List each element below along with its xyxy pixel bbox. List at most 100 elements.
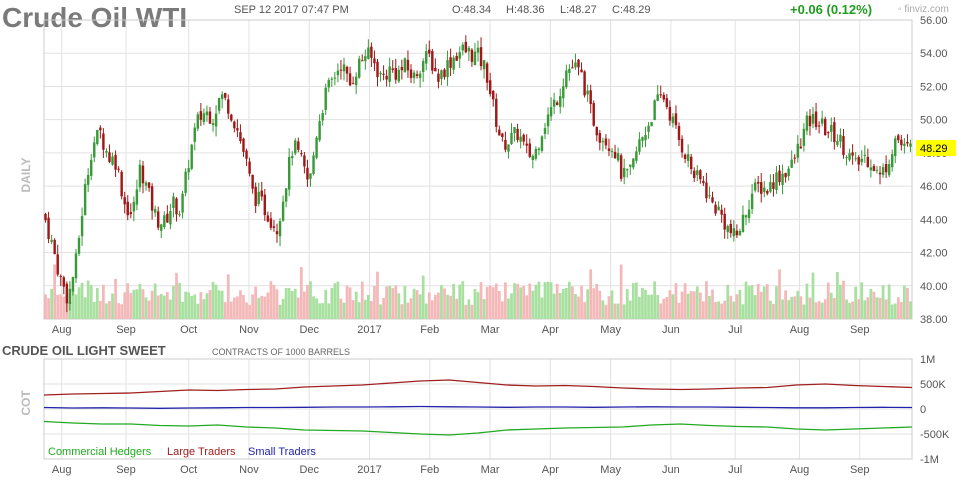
volume-bar: [744, 281, 748, 319]
volume-bar: [863, 300, 867, 319]
volume-bar: [695, 286, 699, 319]
volume-bar: [622, 304, 626, 319]
candle-body: [431, 51, 434, 71]
volume-bar: [625, 289, 629, 319]
candle-body: [884, 164, 888, 173]
candle-body: [729, 223, 733, 234]
volume-bar: [226, 274, 230, 319]
brand-text: finviz.com: [904, 4, 949, 15]
volume-bar: [433, 294, 437, 319]
candle-body: [294, 140, 297, 154]
candle-body: [641, 137, 644, 141]
candle-body: [415, 74, 419, 76]
volume-bar: [589, 269, 593, 319]
price-plot-frame: [43, 19, 913, 320]
volume-bar: [525, 295, 529, 319]
candle-body: [839, 134, 842, 142]
candle-body: [693, 170, 696, 179]
volume-bar: [872, 291, 876, 319]
candle-body: [787, 168, 790, 177]
volume-bar: [668, 290, 672, 319]
candle-body: [699, 170, 702, 180]
candle-body: [622, 167, 626, 178]
volume-bar: [147, 300, 151, 319]
cot-series-line-large-traders: [43, 379, 913, 396]
candle-body: [412, 72, 416, 79]
volume-bar: [461, 281, 465, 319]
candle-body: [184, 171, 187, 193]
cot-x-tick-label: Aug: [790, 464, 810, 476]
candle-body: [187, 168, 190, 173]
volume-bar: [650, 294, 653, 319]
volume-bar: [616, 303, 620, 319]
candle-body: [629, 164, 632, 167]
candle-body: [671, 116, 675, 124]
candle-body: [495, 98, 498, 127]
candle-body: [409, 69, 413, 79]
cot-y-tick-label: 0: [920, 404, 926, 416]
candle-body: [583, 71, 586, 96]
volume-bar: [890, 304, 894, 319]
candle-body: [193, 127, 196, 142]
volume-bar: [391, 288, 395, 319]
candle-body: [361, 60, 364, 62]
candle-body: [549, 107, 553, 117]
candle-body: [309, 173, 312, 179]
volume-bar: [92, 301, 96, 319]
candle-body: [196, 114, 200, 129]
candle-body: [756, 181, 760, 184]
volume-bar: [619, 264, 623, 319]
candle-body: [802, 128, 806, 146]
brand-label[interactable]: ◦ finviz.com: [898, 4, 949, 15]
candle-body: [711, 197, 714, 203]
candle-body: [281, 201, 285, 221]
candle-body: [153, 209, 157, 213]
volume-bar: [735, 294, 739, 319]
candle-body: [836, 141, 839, 145]
close-value: C:48.29: [612, 4, 651, 16]
candle-body: [397, 69, 401, 82]
volume-bar: [327, 303, 331, 319]
volume-bar: [117, 303, 120, 319]
volume-bar: [497, 291, 501, 319]
cot-y-tick-label: -1M: [920, 454, 939, 466]
volume-bar: [397, 293, 401, 319]
volume-bar: [680, 291, 684, 319]
volume-bar: [376, 271, 379, 319]
volume-bar: [881, 285, 885, 319]
volume-bar: [787, 300, 791, 319]
candle-body: [434, 67, 437, 72]
volume-bar: [336, 281, 340, 319]
candle-body: [336, 70, 340, 76]
cot-plot-frame: [43, 358, 913, 460]
volume-bar: [662, 298, 666, 319]
candle-body: [875, 169, 879, 171]
volume-bar: [476, 292, 480, 319]
open-value: O:48.34: [452, 4, 492, 16]
candle-body: [227, 99, 230, 114]
candle-body: [150, 186, 154, 211]
candle-body: [211, 123, 215, 126]
volume-bar: [449, 295, 452, 319]
candle-body: [440, 70, 443, 79]
candle-body: [166, 213, 169, 223]
volume-bar: [598, 290, 602, 319]
volume-bar: [220, 290, 224, 319]
volume-bar: [513, 283, 516, 319]
candle-body: [303, 155, 306, 167]
volume-bar: [829, 292, 833, 319]
volume-bar: [674, 283, 678, 319]
candle-body: [324, 87, 327, 110]
volume-bar: [366, 294, 370, 319]
volume-bar: [799, 296, 803, 319]
volume-bar: [77, 287, 81, 319]
candle-body: [117, 168, 120, 170]
volume-bar: [135, 289, 139, 319]
volume-bar: [808, 297, 812, 319]
volume-bar: [421, 275, 425, 319]
candle-body: [775, 172, 778, 190]
price-x-tick-label: Apr: [542, 324, 559, 336]
candle-body: [613, 151, 617, 159]
volume-bar: [692, 291, 696, 319]
volume-bar: [470, 304, 474, 319]
